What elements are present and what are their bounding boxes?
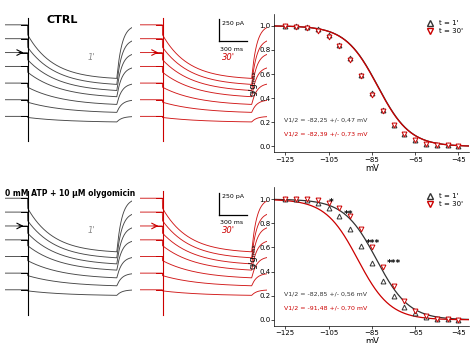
Text: 250 pA: 250 pA xyxy=(222,194,245,199)
Text: 1': 1' xyxy=(88,226,95,235)
Text: 30': 30' xyxy=(222,226,236,235)
Legend: t = 1', t = 30': t = 1', t = 30' xyxy=(420,17,466,37)
Legend: t = 1', t = 30': t = 1', t = 30' xyxy=(420,191,466,210)
Text: V1/2 = -82,25 +/- 0,47 mV: V1/2 = -82,25 +/- 0,47 mV xyxy=(284,118,367,123)
X-axis label: mV: mV xyxy=(365,164,379,173)
Text: CTRL: CTRL xyxy=(46,15,78,25)
Text: 1': 1' xyxy=(88,52,95,61)
Text: 250 pA: 250 pA xyxy=(222,21,245,26)
Text: V1/2 = -91,48 +/- 0,70 mV: V1/2 = -91,48 +/- 0,70 mV xyxy=(284,305,367,310)
Text: 0 mM ATP + 10 μM olygomicin: 0 mM ATP + 10 μM olygomicin xyxy=(5,189,135,198)
Text: V1/2 = -82,39 +/- 0,73 mV: V1/2 = -82,39 +/- 0,73 mV xyxy=(284,132,368,137)
Text: 300 ms: 300 ms xyxy=(220,47,243,52)
Text: V1/2 = -82,85 +/- 0,56 mV: V1/2 = -82,85 +/- 0,56 mV xyxy=(284,291,367,296)
Text: ***: *** xyxy=(387,259,401,268)
X-axis label: mV: mV xyxy=(365,338,379,343)
Text: *: * xyxy=(328,198,333,207)
Text: 300 ms: 300 ms xyxy=(220,221,243,225)
Y-axis label: g/gₘₐₓ: g/gₘₐₓ xyxy=(249,70,258,96)
Text: ***: *** xyxy=(365,239,380,248)
Text: 30': 30' xyxy=(222,52,236,61)
Text: **: ** xyxy=(344,210,353,220)
Y-axis label: g/gₘₐₓ: g/gₘₐₓ xyxy=(249,244,258,270)
